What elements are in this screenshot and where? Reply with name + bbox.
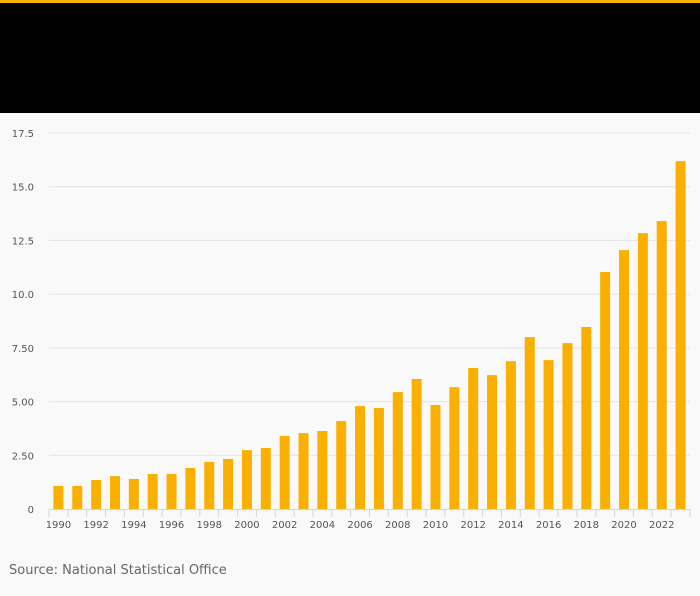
x-tick-label: 2012 <box>460 520 485 531</box>
bar-2022 <box>656 221 667 509</box>
bar-2010 <box>430 405 441 509</box>
x-tick-label: 2010 <box>423 520 448 531</box>
bar-2000 <box>241 450 252 509</box>
x-tick-label: 2016 <box>536 520 561 531</box>
source-note: Source: National Statistical Office <box>9 563 227 578</box>
bar-2008 <box>392 392 403 509</box>
x-tick-label: 2020 <box>611 520 636 531</box>
x-tick-label: 1996 <box>159 520 184 531</box>
bar-2015 <box>524 337 535 509</box>
bar-2005 <box>336 421 347 509</box>
y-tick-label: 0 <box>28 505 34 516</box>
bar-2016 <box>543 360 554 509</box>
bar-2020 <box>619 250 630 509</box>
bar-1990 <box>53 486 64 509</box>
bar-2019 <box>600 272 611 509</box>
bar-chart: 0 2.50 5.00 7.50 10.0 12.5 15.0 17.5 1990 1992 199… <box>12 129 691 531</box>
y-tick-label: 15.0 <box>12 183 34 194</box>
x-tick-label: 2006 <box>347 520 372 531</box>
bar-1992 <box>91 479 102 509</box>
bar-1998 <box>204 461 215 509</box>
bar-2002 <box>279 435 290 509</box>
x-tick-label: 2022 <box>649 520 674 531</box>
header-band <box>0 0 700 113</box>
x-tick-label: 2004 <box>310 520 335 531</box>
y-tick-label: 17.5 <box>12 129 34 140</box>
x-tick-label: 2002 <box>272 520 297 531</box>
x-tick-label: 1992 <box>83 520 108 531</box>
x-tick-label: 2000 <box>234 520 259 531</box>
bar-1994 <box>128 478 139 509</box>
bar-2023 <box>675 161 686 509</box>
y-tick-label: 2.50 <box>12 451 34 462</box>
bar-2014 <box>505 361 516 509</box>
bar-1993 <box>109 476 120 509</box>
x-tick-label: 2014 <box>498 520 523 531</box>
bar-2009 <box>411 379 422 509</box>
x-tick-label: 1990 <box>46 520 71 531</box>
bar-2006 <box>355 406 366 509</box>
y-tick-label: 12.5 <box>12 236 34 247</box>
bar-1996 <box>166 473 177 509</box>
bar-1999 <box>223 458 234 509</box>
bar-2007 <box>373 408 384 509</box>
bar-2004 <box>317 431 328 509</box>
x-tick-label: 1994 <box>121 520 146 531</box>
bar-2018 <box>581 327 592 509</box>
y-tick-label: 5.00 <box>12 398 34 409</box>
x-tick-label: 2018 <box>574 520 599 531</box>
bar-2001 <box>260 447 271 509</box>
x-tick-label: 1998 <box>197 520 222 531</box>
bar-2013 <box>487 375 498 509</box>
y-tick-label: 10.0 <box>12 290 34 301</box>
bar-1995 <box>147 473 158 509</box>
x-tick-label: 2008 <box>385 520 410 531</box>
bar-2021 <box>637 233 648 510</box>
y-tick-label: 7.50 <box>12 344 34 355</box>
bar-1991 <box>72 486 83 509</box>
bar-2011 <box>449 387 460 509</box>
bar-2012 <box>468 368 479 509</box>
bar-1997 <box>185 467 196 509</box>
bar-2017 <box>562 343 573 509</box>
bar-2003 <box>298 433 309 509</box>
